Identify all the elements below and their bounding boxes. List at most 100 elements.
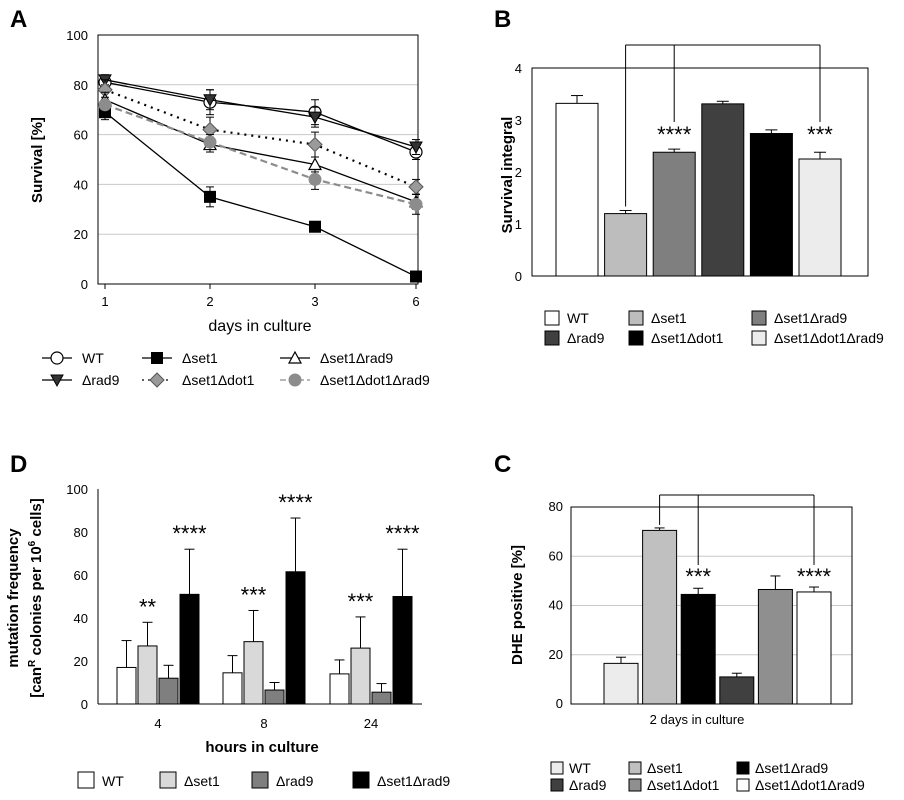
panel-b-legend-label: Δset1Δdot1Δrad9 [774, 330, 884, 346]
panel-c-bar [680, 593, 716, 705]
panel-a-ytick: 0 [81, 277, 88, 292]
panel-a-point-5 [203, 135, 217, 149]
panel-a-ytick: 40 [74, 177, 88, 192]
panel-d-significance: **** [172, 521, 207, 546]
panel-d-ylabel-line1: mutation frequency [5, 528, 22, 668]
panel-a-ytick: 100 [66, 28, 88, 43]
panel-c-legend-label: Δset1Δrad9 [755, 760, 828, 776]
panel-a-point-1 [409, 141, 423, 155]
panel-d-ytick: 20 [74, 654, 88, 669]
panel-c-legend-swatch [628, 778, 642, 792]
panel-d-legend-label: Δrad9 [276, 773, 314, 789]
panel-c-significance: *** [685, 564, 711, 589]
panel-c-bar [603, 662, 639, 705]
panel-c-ytick: 80 [549, 499, 563, 514]
panel-a-point-3 [408, 179, 424, 195]
panel-d-ytick: 40 [74, 611, 88, 626]
panel-d-legend-label: WT [102, 773, 124, 789]
panel-b-plot-frame [531, 67, 869, 277]
panel-d-bar [264, 689, 285, 705]
panel-a-ylabel: Survival [%] [29, 117, 46, 203]
panel-a-legend-label: Δrad9 [82, 372, 120, 388]
panel-b-ytick: 0 [515, 269, 522, 284]
panel-b-legend-label: Δrad9 [567, 330, 605, 346]
panel-a-point-5 [98, 98, 112, 112]
panel-a-chart: 0 20 40 60 80 100 1 2 3 6 WT Δrad9 Δset1 Δset1Δdot1 Δs… [42, 28, 430, 388]
panel-d-bar [243, 641, 264, 705]
panel-b-ytick: 3 [515, 113, 522, 128]
panel-c-legend-label: Δset1 [647, 760, 683, 776]
panel-a-plot-frame [97, 34, 419, 285]
panel-a-legend-marker [50, 351, 64, 365]
panel-d-ytick: 60 [74, 568, 88, 583]
panel-a-xtick: 2 [206, 294, 213, 309]
panel-c-ytick: 40 [549, 598, 563, 613]
panel-b-significance: *** [807, 122, 833, 147]
panel-c-legend-swatch [550, 761, 564, 775]
panel-a-point-1 [308, 111, 322, 125]
panel-d-legend-swatch [251, 771, 269, 789]
panel-a-ytick: 80 [74, 78, 88, 93]
panel-a-legend-marker [287, 350, 303, 364]
panel-d-xtick: 4 [154, 716, 161, 731]
panel-d-xtick: 8 [260, 716, 267, 731]
panel-a-series-line-2 [104, 111, 417, 278]
panel-a-xtick: 6 [412, 294, 419, 309]
panel-d-legend-label: Δset1Δrad9 [377, 773, 450, 789]
panel-b-bar [749, 133, 793, 277]
panel-b-legend-swatch [628, 310, 644, 326]
panel-c-legend-swatch [736, 778, 750, 792]
panel-d-xtick: 24 [364, 716, 378, 731]
panel-a-legend-label: WT [82, 350, 104, 366]
panel-b-significance: **** [657, 122, 692, 147]
panel-c-bar [642, 529, 678, 705]
panel-c-legend-label: Δrad9 [569, 777, 607, 793]
panel-a-series-line-5 [104, 103, 417, 206]
panel-c-bar [757, 588, 793, 705]
panel-d-legend-swatch [77, 771, 95, 789]
panel-a-ytick: 20 [74, 227, 88, 242]
panel-d-legend-swatch [159, 771, 177, 789]
panel-a-xtick: 3 [311, 294, 318, 309]
panel-b-legend-label: Δset1 [651, 310, 687, 326]
panel-d-bar [158, 677, 179, 705]
panel-c-xlabel: 2 days in culture [650, 712, 745, 727]
panel-a-series-line-3 [104, 88, 417, 188]
panel-d-ytick: 0 [81, 697, 88, 712]
panel-b-legend-label: Δset1Δrad9 [774, 310, 847, 326]
panel-b-bar [652, 151, 696, 277]
panel-a-series-line-4 [104, 99, 417, 203]
panel-b-legend-label: Δset1Δdot1 [651, 330, 724, 346]
panel-b-legend-swatch [628, 330, 644, 346]
panel-d-bar [329, 673, 350, 705]
panel-b-ylabel: Survival integral [499, 117, 516, 234]
panel-letter-a: A [10, 6, 27, 33]
panel-a-legend-marker [288, 373, 302, 387]
panel-b-legend-swatch [751, 330, 767, 346]
panel-b-bar [604, 213, 648, 277]
panel-b-ytick: 4 [515, 61, 522, 76]
panel-c-legend-swatch [628, 761, 642, 775]
panel-a-ytick: 60 [74, 128, 88, 143]
panel-a-point-2 [204, 190, 216, 203]
panel-c-legend-swatch [736, 761, 750, 775]
panel-a-point-2 [410, 270, 422, 283]
panel-d-legend-swatch [352, 771, 370, 789]
panel-c-bar [719, 676, 755, 705]
panel-d-bar [116, 666, 137, 705]
panel-d-bar [137, 645, 158, 705]
panel-b-legend-swatch [544, 330, 560, 346]
panel-letter-c: C [494, 451, 511, 478]
panel-b-bar [555, 102, 599, 277]
panel-b-legend-swatch [751, 310, 767, 326]
panel-c-ytick: 0 [556, 696, 563, 711]
panel-c-ytick: 20 [549, 647, 563, 662]
panel-c-significance: **** [797, 564, 832, 589]
panel-d-significance: *** [348, 589, 374, 614]
panel-d-bar [222, 672, 243, 705]
panel-d-significance: **** [278, 490, 313, 515]
panel-d-legend-label: Δset1 [184, 773, 220, 789]
